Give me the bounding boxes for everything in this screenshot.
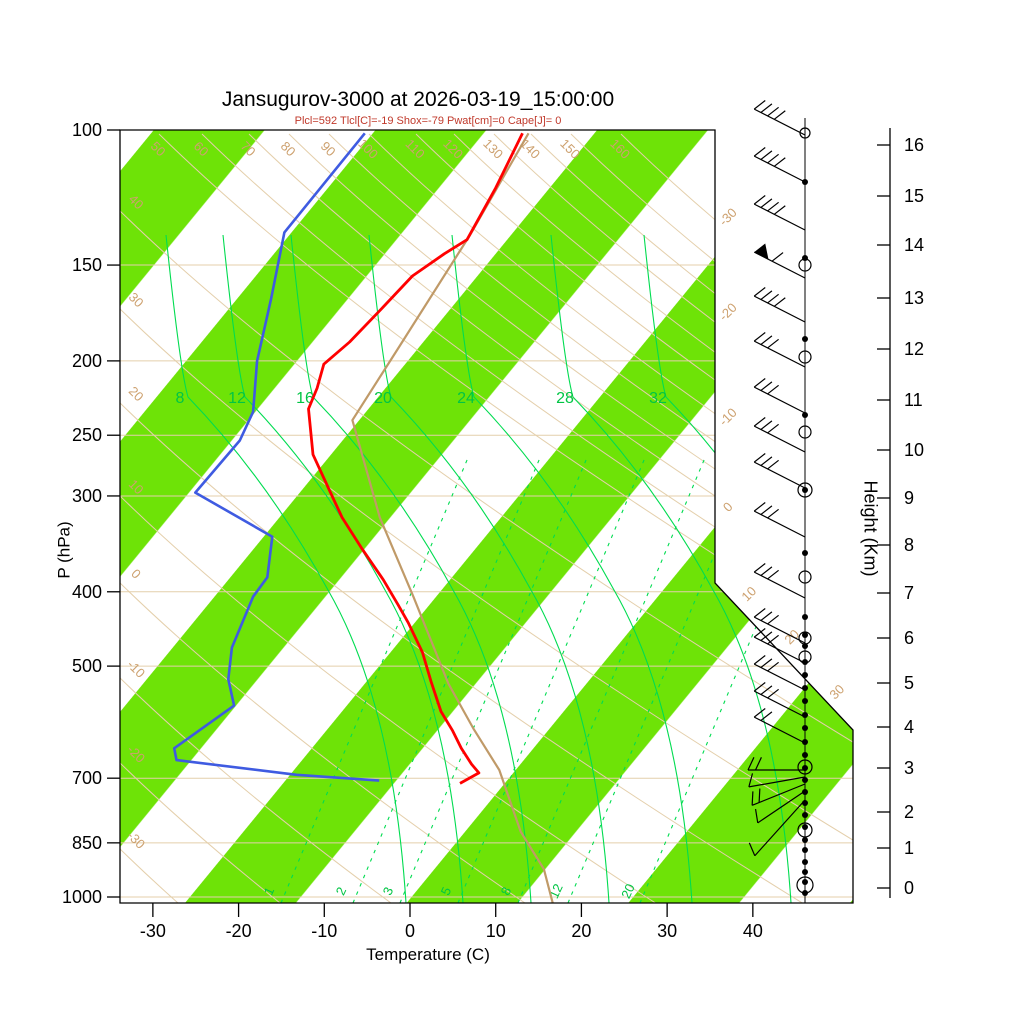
pressure-axis: 100 150 200 250 300 400 500 700 850 1000 (62, 120, 120, 907)
svg-text:30: 30 (657, 921, 677, 941)
moist-adiabat-labels: 8 12 16 20 24 28 32 (176, 390, 667, 407)
svg-text:3: 3 (904, 758, 914, 778)
svg-text:-20: -20 (716, 300, 740, 324)
svg-text:16: 16 (904, 135, 924, 155)
svg-text:1: 1 (904, 838, 914, 858)
svg-text:30: 30 (826, 681, 847, 702)
svg-text:20: 20 (571, 921, 591, 941)
temperature-axis: -30 -20 -10 0 10 20 30 40 (140, 903, 763, 941)
svg-text:16: 16 (296, 390, 314, 407)
temperature-curve (307, 132, 524, 785)
svg-text:100: 100 (72, 120, 102, 140)
dewpoint-curve (172, 132, 380, 782)
svg-text:0: 0 (720, 499, 736, 515)
svg-text:12: 12 (904, 339, 924, 359)
parcel-curve (351, 132, 554, 903)
svg-text:400: 400 (72, 582, 102, 602)
svg-text:15: 15 (904, 186, 924, 206)
svg-text:8: 8 (904, 535, 914, 555)
svg-text:28: 28 (556, 390, 574, 407)
temperature-axis-title: Temperature (C) (366, 945, 490, 964)
dry-adiabat-lines (120, 133, 853, 903)
svg-text:14: 14 (904, 235, 924, 255)
svg-text:2: 2 (904, 802, 914, 822)
height-axis-title: Height (Km) (860, 480, 881, 577)
svg-text:13: 13 (904, 288, 924, 308)
svg-text:4: 4 (904, 717, 914, 737)
svg-text:-10: -10 (716, 405, 740, 429)
svg-text:20: 20 (374, 390, 392, 407)
svg-text:32: 32 (649, 390, 667, 407)
plot-border (119, 129, 854, 904)
svg-text:11: 11 (904, 390, 923, 410)
plot-area: 50 60 70 80 90 100 110 120 130 140 150 160403020100… (120, 130, 853, 903)
svg-text:7: 7 (904, 583, 914, 603)
svg-text:500: 500 (72, 656, 102, 676)
svg-text:850: 850 (72, 833, 102, 853)
chart-subtitle: Plcl=592 Tlcl[C]=-19 Shox=-79 Pwat[cm]=0… (294, 115, 562, 127)
chart-title: Jansugurov-3000 at 2026-03-19_15:00:00 (221, 88, 615, 111)
svg-text:250: 250 (72, 425, 102, 445)
svg-text:12: 12 (228, 390, 246, 407)
svg-text:6: 6 (904, 628, 914, 648)
svg-text:-30: -30 (716, 205, 740, 229)
svg-text:8: 8 (176, 390, 185, 407)
svg-text:-20: -20 (226, 921, 252, 941)
svg-text:300: 300 (72, 486, 102, 506)
svg-text:0: 0 (405, 921, 415, 941)
isobar-lines (120, 130, 853, 898)
svg-text:9: 9 (904, 488, 914, 508)
svg-text:0: 0 (904, 878, 914, 898)
svg-text:10: 10 (486, 921, 506, 941)
pressure-axis-title: P (hPa) (54, 521, 74, 579)
svg-text:10: 10 (904, 440, 924, 460)
svg-text:700: 700 (72, 768, 102, 788)
svg-text:-30: -30 (140, 921, 166, 941)
svg-text:200: 200 (72, 351, 102, 371)
svg-text:1000: 1000 (62, 887, 102, 907)
svg-text:150: 150 (72, 255, 102, 275)
svg-text:20: 20 (618, 881, 638, 900)
svg-text:40: 40 (743, 921, 763, 941)
svg-text:-10: -10 (311, 921, 337, 941)
svg-text:5: 5 (904, 673, 914, 693)
wind-barb-column (747, 100, 814, 903)
svg-text:10: 10 (738, 583, 759, 604)
svg-text:24: 24 (457, 390, 475, 407)
